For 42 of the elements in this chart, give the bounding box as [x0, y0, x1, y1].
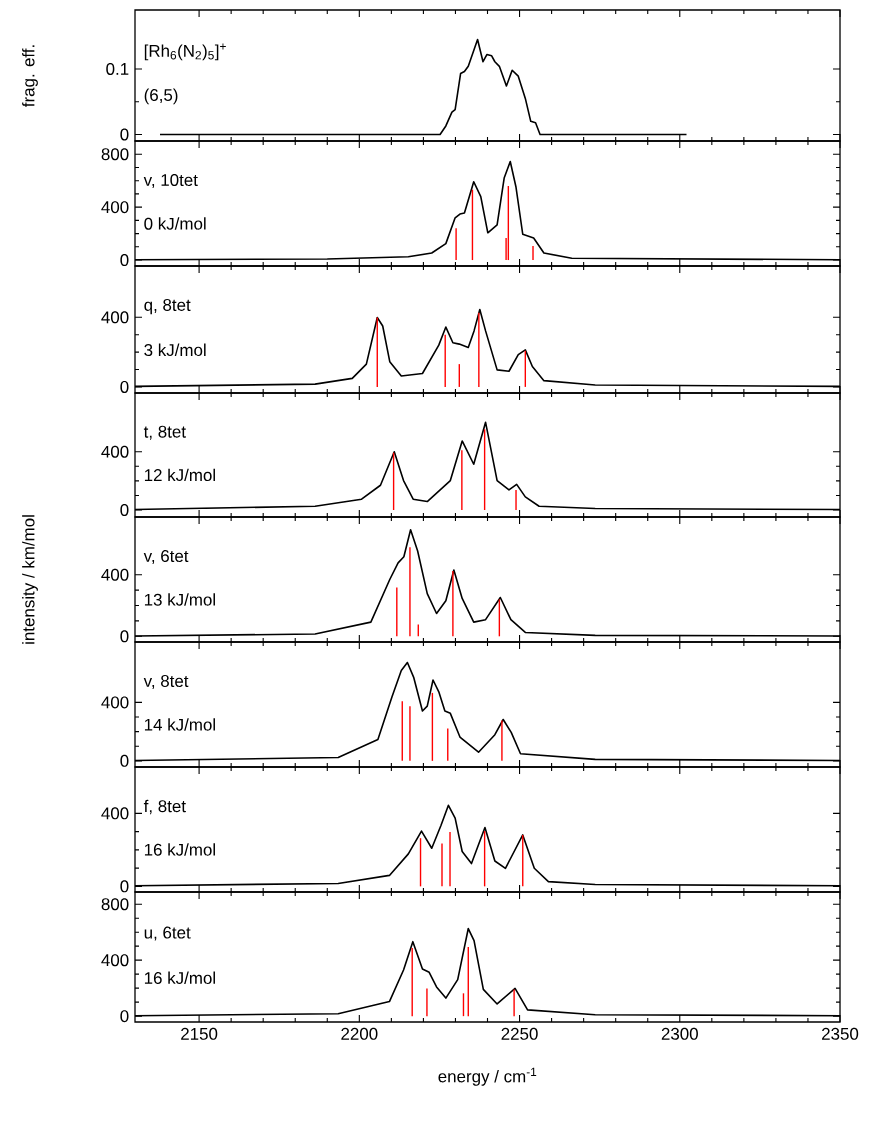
y-tick-label: 0	[120, 380, 129, 393]
y-tick-label: 0	[120, 630, 129, 643]
x-axis-title: energy / cm$^{-1}$	[438, 1067, 537, 1086]
y-tick-label: 0	[120, 880, 129, 893]
annotation: v, 10tet	[143, 174, 198, 188]
x-tick-label: 2200	[341, 1027, 378, 1040]
annotation: v, 6tet	[143, 550, 189, 565]
y-tick-label: 0	[120, 1010, 129, 1023]
y-tick-label: 0	[120, 128, 129, 141]
x-tick-label: 2300	[661, 1027, 698, 1040]
y-tick-label: 400	[101, 311, 129, 324]
y-tick-label: 0	[120, 754, 129, 767]
annotation: 13 kJ/mol	[144, 593, 215, 606]
y-tick-label: 400	[101, 568, 129, 581]
annotation: t, 8tet	[143, 425, 186, 440]
x-tick-label: 2150	[181, 1027, 218, 1040]
y-tick-label: 0.1	[106, 62, 129, 75]
y-tick-label: 800	[101, 898, 129, 911]
annotation: q, 8tet	[144, 298, 191, 315]
annotation: (6,5)	[144, 88, 178, 105]
annotation: 12 kJ/mol	[144, 468, 215, 482]
y-tick-label: 400	[101, 954, 129, 967]
annotation: 16 kJ/mol	[144, 843, 215, 856]
y-tick-label: 400	[101, 696, 129, 709]
x-tick-label: 2350	[822, 1027, 859, 1040]
annotation: v, 8tet	[143, 675, 189, 690]
annotation: u, 6tet	[144, 926, 191, 941]
y-tick-label: 800	[101, 148, 129, 161]
y-tick-label: 0	[120, 254, 129, 267]
annotation: 16 kJ/mol	[144, 971, 215, 985]
y-tick-label: 400	[101, 201, 129, 214]
annotation: [Rh$_{6}$(N$_{2}$)$_{5}$]$^{+}$	[144, 43, 226, 61]
annotation: 14 kJ/mol	[144, 718, 215, 731]
y-axis-title: intensity / km/mol	[22, 515, 38, 644]
y-tick-label: 400	[101, 445, 129, 458]
y-axis-title: frag. eff.	[22, 45, 38, 107]
x-tick-label: 2250	[501, 1027, 538, 1040]
annotation: f, 8tet	[143, 799, 186, 815]
annotation: 0 kJ/mol	[144, 217, 206, 230]
y-tick-label: 0	[120, 504, 129, 517]
y-tick-label: 400	[101, 807, 129, 820]
annotation: 3 kJ/mol	[144, 343, 206, 357]
